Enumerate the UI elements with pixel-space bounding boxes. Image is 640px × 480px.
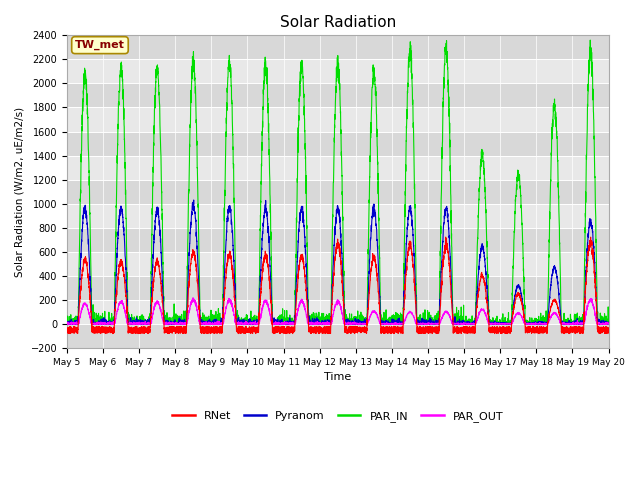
- Line: RNet: RNet: [67, 237, 609, 334]
- Line: Pyranom: Pyranom: [67, 200, 609, 324]
- Pyranom: [63, 321, 71, 326]
- PAR_OUT: [63, 321, 71, 327]
- Pyranom: [490, 321, 498, 326]
- Bar: [67, 36, 609, 60]
- RNet: [442, 234, 449, 240]
- Bar: [67, 204, 609, 228]
- PAR_IN: [460, 313, 467, 319]
- Pyranom: [460, 321, 467, 327]
- Bar: [67, 180, 609, 204]
- PAR_OUT: [161, 321, 168, 327]
- RNet: [490, 327, 498, 333]
- PAR_IN: [317, 316, 325, 322]
- RNet: [460, 328, 467, 334]
- PAR_IN: [63, 321, 71, 327]
- RNet: [161, 325, 168, 331]
- RNet: [429, 329, 437, 335]
- Bar: [67, 300, 609, 324]
- Bar: [67, 324, 609, 348]
- PAR_IN: [63, 319, 71, 324]
- PAR_IN: [161, 319, 168, 325]
- Pyranom: [605, 321, 612, 327]
- Pyranom: [604, 320, 612, 326]
- PAR_OUT: [63, 321, 71, 327]
- PAR_OUT: [429, 321, 437, 326]
- RNet: [234, 331, 242, 336]
- PAR_IN: [429, 321, 437, 327]
- Bar: [67, 84, 609, 108]
- Bar: [67, 108, 609, 132]
- PAR_IN: [490, 321, 498, 327]
- RNet: [604, 324, 612, 330]
- Text: TW_met: TW_met: [75, 40, 125, 50]
- Title: Solar Radiation: Solar Radiation: [280, 15, 396, 30]
- X-axis label: Time: Time: [324, 372, 351, 382]
- PAR_IN: [605, 314, 612, 320]
- PAR_OUT: [490, 321, 498, 326]
- Bar: [67, 276, 609, 300]
- PAR_OUT: [605, 321, 612, 327]
- Pyranom: [161, 320, 168, 326]
- Pyranom: [429, 321, 437, 327]
- Legend: RNet, Pyranom, PAR_IN, PAR_OUT: RNet, Pyranom, PAR_IN, PAR_OUT: [168, 407, 508, 427]
- PAR_OUT: [604, 320, 612, 326]
- Y-axis label: Solar Radiation (W/m2, uE/m2/s): Solar Radiation (W/m2, uE/m2/s): [15, 107, 25, 277]
- Pyranom: [190, 197, 198, 203]
- Pyranom: [318, 320, 326, 326]
- Bar: [67, 252, 609, 276]
- Bar: [67, 156, 609, 180]
- Pyranom: [63, 321, 71, 327]
- Line: PAR_IN: PAR_IN: [67, 40, 609, 324]
- PAR_IN: [586, 37, 594, 43]
- PAR_OUT: [318, 321, 326, 327]
- Line: PAR_OUT: PAR_OUT: [67, 298, 609, 324]
- RNet: [63, 329, 71, 335]
- Bar: [67, 60, 609, 84]
- Bar: [67, 228, 609, 252]
- PAR_OUT: [189, 295, 196, 300]
- RNet: [605, 330, 612, 336]
- PAR_OUT: [460, 320, 467, 326]
- RNet: [317, 327, 325, 333]
- PAR_IN: [604, 321, 612, 327]
- Bar: [67, 132, 609, 156]
